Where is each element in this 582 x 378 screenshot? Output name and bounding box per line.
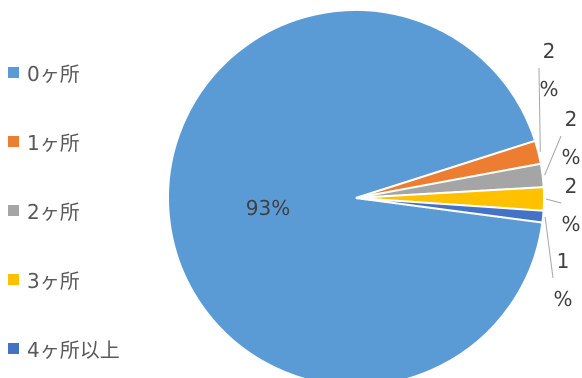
data-label-3-value: 2 <box>565 174 578 198</box>
legend-label-0: 0ヶ所 <box>27 62 80 86</box>
legend-label-1: 1ヶ所 <box>27 131 80 155</box>
pie-slice-4 <box>355 197 545 224</box>
legend-item-3: 3ヶ所 <box>8 265 80 294</box>
data-label-3: 2% <box>561 174 580 236</box>
pie-slice-0 <box>166 8 544 378</box>
data-label-4-unit: % <box>553 287 572 311</box>
data-label-3-unit: % <box>561 212 580 236</box>
data-label-2-value: 2 <box>565 107 578 131</box>
data-label-1-value: 2 <box>543 39 556 63</box>
data-label-0: 93% <box>246 196 290 220</box>
data-label-1: 2% <box>539 39 558 101</box>
legend-item-1: 1ヶ所 <box>8 127 80 156</box>
legend-label-3: 3ヶ所 <box>27 269 80 293</box>
legend-item-0: 0ヶ所 <box>8 58 80 87</box>
legend-swatch-4 <box>8 343 19 354</box>
legend-swatch-2 <box>8 205 19 216</box>
data-label-2: 2% <box>561 107 580 169</box>
legend-swatch-1 <box>8 136 19 147</box>
data-label-4-value: 1 <box>557 249 570 273</box>
legend-swatch-0 <box>8 67 19 78</box>
leader-line-4 <box>544 216 554 279</box>
legend-label-4: 4ヶ所以上 <box>27 338 120 362</box>
leader-line-1 <box>538 67 541 152</box>
data-label-2-unit: % <box>561 145 580 169</box>
leader-line-2 <box>544 135 562 176</box>
data-label-4: 1% <box>553 249 572 311</box>
legend-item-2: 2ヶ所 <box>8 196 80 225</box>
legend-label-2: 2ヶ所 <box>27 200 80 224</box>
leader-line-3 <box>545 198 562 204</box>
legend-swatch-3 <box>8 274 19 285</box>
data-label-1-unit: % <box>539 77 558 101</box>
legend-item-4: 4ヶ所以上 <box>8 334 120 363</box>
